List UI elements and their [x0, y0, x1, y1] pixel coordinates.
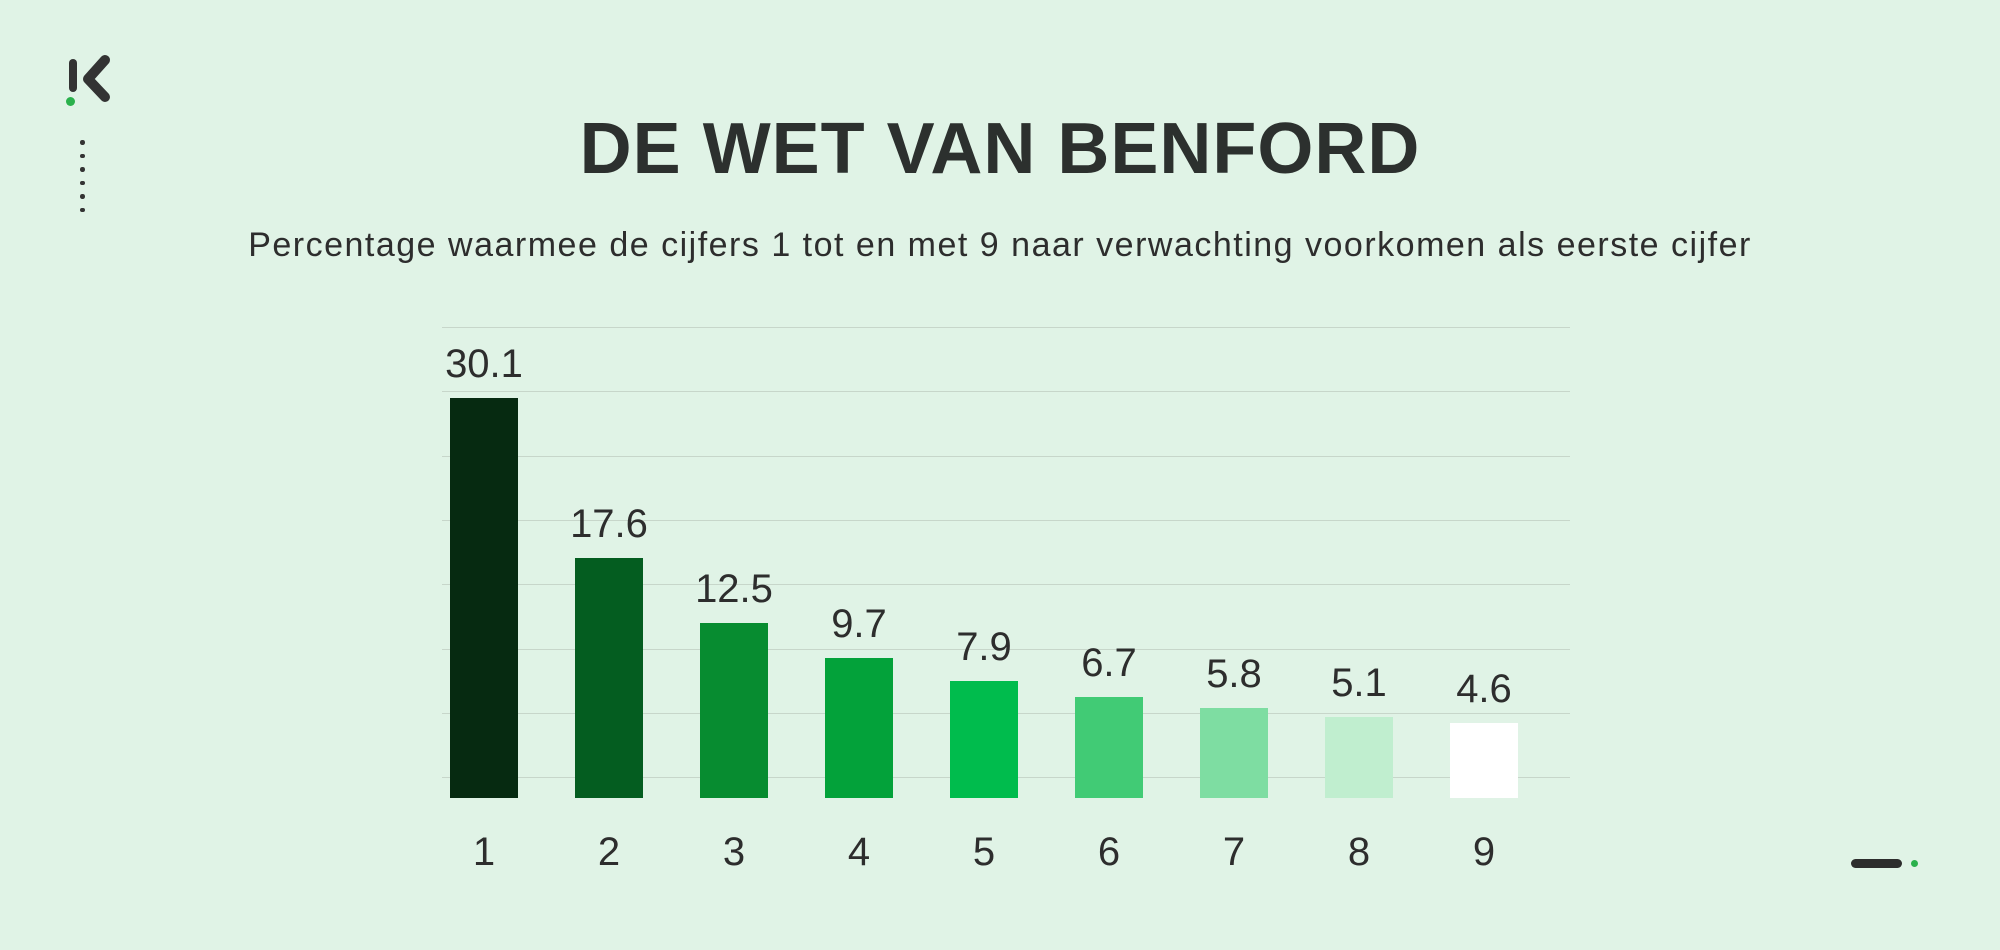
dot-icon	[80, 180, 85, 185]
bar-value-label: 6.7	[1081, 640, 1137, 685]
bar-category-label: 2	[597, 830, 621, 874]
gridline	[442, 327, 1570, 328]
bar-digit-3	[700, 622, 768, 798]
bar-digit-5	[950, 681, 1018, 798]
bar-digit-7	[1200, 708, 1268, 798]
bar-value-label: 7.9	[956, 625, 1012, 670]
bar-digit-8	[1325, 716, 1393, 798]
dot-icon	[80, 167, 85, 172]
bar-category-label: 1	[472, 830, 496, 874]
bar-value-label: 4.6	[1456, 667, 1512, 712]
dash-and-dot-mark-icon	[1851, 858, 1931, 870]
bar-digit-1	[450, 398, 518, 798]
page-title: DE WET VAN BENFORD	[579, 109, 1421, 189]
dot-icon	[80, 153, 85, 158]
gridline	[442, 455, 1570, 457]
bar-category-label: 6	[1097, 830, 1121, 874]
dash-icon	[1851, 859, 1902, 868]
bar-value-label: 12.5	[695, 566, 773, 611]
bar-value-label: 30.1	[445, 342, 523, 387]
bar-category-label: 4	[847, 830, 871, 874]
bar-value-label: 5.1	[1331, 660, 1387, 705]
bar-digit-4	[825, 658, 893, 798]
bar-digit-2	[575, 557, 643, 798]
gridline	[442, 519, 1570, 521]
bar-value-label: 9.7	[831, 602, 887, 647]
plot-area: 30.1 1 17.6 2 12.5 3 9.7 4 7.9 5 6.7 6 5.8 7 5.1 8 4.6 9	[442, 327, 1570, 872]
dot-icon	[80, 207, 85, 212]
bar-digit-6	[1075, 696, 1143, 798]
gridline	[442, 648, 1570, 650]
dot-icon	[80, 140, 85, 145]
bar-category-label: 9	[1472, 830, 1496, 874]
bar-category-label: 8	[1347, 830, 1371, 874]
gridline	[442, 391, 1570, 393]
bar-category-label: 5	[972, 830, 996, 874]
dot-icon	[80, 194, 85, 199]
gridline	[442, 584, 1570, 586]
bar-category-label: 7	[1222, 830, 1246, 874]
bar-value-label: 17.6	[570, 501, 648, 546]
green-dot-icon	[1911, 860, 1918, 867]
page-subtitle: Percentage waarmee de cijfers 1 tot en m…	[248, 226, 1752, 264]
vertical-dots-decoration	[80, 140, 85, 212]
bar-digit-9	[1450, 723, 1518, 798]
bar-category-label: 3	[722, 830, 746, 874]
bar-value-label: 5.8	[1206, 652, 1262, 697]
k-logo-mark-icon	[66, 55, 110, 106]
